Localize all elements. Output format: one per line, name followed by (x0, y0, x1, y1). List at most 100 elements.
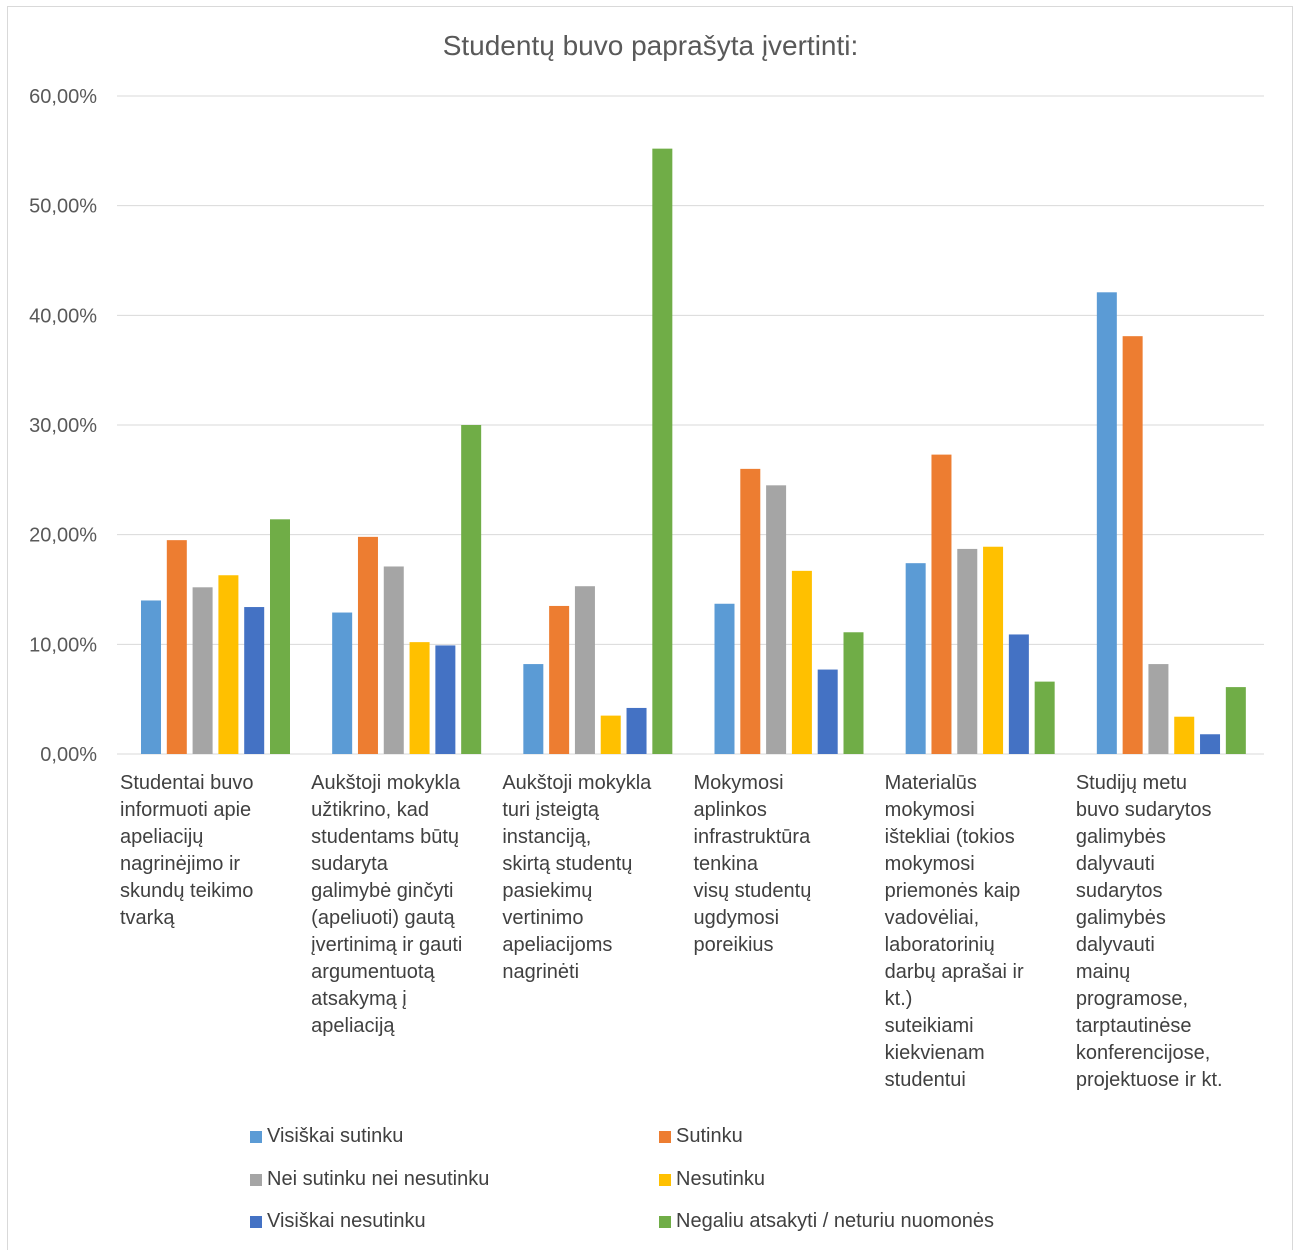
bar (1148, 664, 1169, 754)
legend-item: Sutinku (659, 1123, 743, 1150)
bar (332, 612, 353, 754)
x-category-label-line: ugdymosi (693, 907, 780, 929)
legend-item: Nei sutinku nei nesutinku (250, 1166, 489, 1193)
bar (843, 632, 864, 754)
x-category-label-line: studentams būtų (311, 826, 460, 848)
x-category-label-line: infrastruktūra (693, 826, 811, 848)
bar (817, 669, 838, 754)
bar (983, 546, 1004, 754)
y-tick-label: 40,00% (29, 305, 97, 327)
y-tick-label: 50,00% (29, 196, 97, 218)
x-category-label: Aukštoji mokykla turi įsteigtą instanciją,… (502, 770, 651, 986)
bar (523, 664, 544, 754)
legend-item: Nesutinku (659, 1166, 765, 1193)
bar (357, 536, 378, 754)
bar (141, 600, 161, 754)
x-category-label-line: ištekliai (tokios (884, 826, 1015, 848)
bar (1200, 734, 1221, 754)
x-category-label-line: priemonės kaip (884, 880, 1021, 902)
bar (600, 715, 621, 754)
x-category-label-line: apeliacijoms (502, 934, 613, 956)
x-category-label-line: buvo sudarytos (1075, 799, 1212, 821)
bar (166, 540, 187, 754)
x-category-label-line: poreikius (693, 934, 774, 956)
bar (1096, 292, 1117, 754)
y-tick-label: 10,00% (29, 634, 97, 656)
x-category-label-line: galimybės (1075, 907, 1166, 929)
legend-label: Visiškai sutinku (267, 1125, 404, 1147)
bar (1008, 634, 1029, 754)
bar (626, 707, 647, 754)
x-category-label-line: argumentuotą (311, 961, 435, 983)
x-category-label-line: tenkina (693, 853, 759, 875)
bar (192, 587, 213, 754)
bar (461, 425, 482, 754)
bar (270, 519, 290, 754)
x-category-label-line: aplinkos (693, 799, 767, 821)
bar (740, 468, 761, 754)
y-tick-label: 60,00% (29, 86, 97, 108)
bar (766, 485, 787, 754)
bar (435, 645, 456, 754)
y-tick-label: 0,00% (40, 744, 97, 766)
bar (905, 563, 926, 754)
bar (1225, 687, 1246, 754)
legend-swatch (659, 1173, 671, 1186)
bar (1034, 681, 1055, 754)
x-category-label-line: laboratorinių (884, 934, 995, 956)
x-category-label-line: Studijų metu (1075, 772, 1187, 794)
x-category-label-line: studentui (884, 1069, 966, 1091)
legend-label: Nei sutinku nei nesutinku (267, 1168, 490, 1190)
x-category-label-line: visų studentų (693, 880, 812, 902)
x-category-label-line: įvertinimą ir gauti (311, 934, 463, 956)
bar (652, 148, 673, 754)
x-category-label-line: tvarką (120, 907, 175, 929)
x-category-label-line: Mokymosi (693, 772, 784, 794)
x-category-label-line: mainų (1075, 961, 1131, 983)
x-category-label-line: projektuose ir kt. (1075, 1069, 1223, 1091)
x-category-label-line: pasiekimų (502, 880, 593, 902)
x-category-label-line: programose, (1075, 988, 1189, 1010)
x-category-label-line: kiekvienam (884, 1042, 985, 1064)
x-category-label-line: Aukštoji mokykla (502, 772, 652, 794)
bar (244, 607, 265, 754)
legend-swatch (659, 1215, 671, 1228)
legend-swatch (250, 1215, 262, 1228)
x-category-label-line: kt.) (884, 988, 913, 1010)
x-category-label-line: atsakymą į (311, 988, 407, 1010)
x-category-label-line: sudarytos (1075, 880, 1163, 902)
x-category-label-line: Materialūs (884, 772, 977, 794)
legend-item: Visiškai sutinku (250, 1123, 403, 1150)
x-category-label-line: sudaryta (311, 853, 388, 875)
bar (549, 605, 570, 754)
x-category-label-line: dalyvauti (1075, 853, 1155, 875)
x-category-label: Mokymosi aplinkos infrastruktūra tenkina vis… (694, 770, 812, 959)
legend-swatch (659, 1130, 671, 1143)
legend-label: Negaliu atsakyti / neturiu nuomonės (676, 1210, 994, 1232)
x-category-label-line: suteikiami (884, 1015, 974, 1037)
x-category-label: Studentai buvo informuoti apie apeliacijų n… (120, 770, 253, 932)
x-category-label-line: apeliacijų (120, 826, 204, 848)
bar (383, 566, 404, 754)
bar (714, 603, 735, 754)
legend-label: Sutinku (676, 1125, 743, 1147)
x-category-label-line: instanciją, (502, 826, 592, 848)
x-category-label-line: vertinimo (502, 907, 584, 929)
legend-item: Negaliu atsakyti / neturiu nuomonės (659, 1208, 994, 1235)
x-category-label-line: informuoti apie (120, 799, 252, 821)
x-category-label-line: turi įsteigtą (502, 799, 600, 821)
x-category-label-line: galimybė ginčyti (311, 880, 454, 902)
bar (1122, 336, 1143, 754)
x-category-label-line: dalyvauti (1075, 934, 1155, 956)
bar (957, 548, 978, 754)
x-category-label-line: (apeliuoti) gautą (311, 907, 455, 929)
y-tick-label: 30,00% (29, 415, 97, 437)
x-category-label-line: darbų aprašai ir (884, 961, 1024, 983)
bar (1174, 716, 1195, 754)
x-category-label-line: apeliaciją (311, 1015, 395, 1037)
bar (791, 570, 812, 754)
legend-item: Visiškai nesutinku (250, 1208, 426, 1235)
chart-title: Studentų buvo paprašyta įvertinti: (442, 30, 859, 61)
x-category-label: Aukštoji mokykla užtikrino, kad studentams… (311, 770, 462, 1040)
bar (218, 575, 239, 754)
